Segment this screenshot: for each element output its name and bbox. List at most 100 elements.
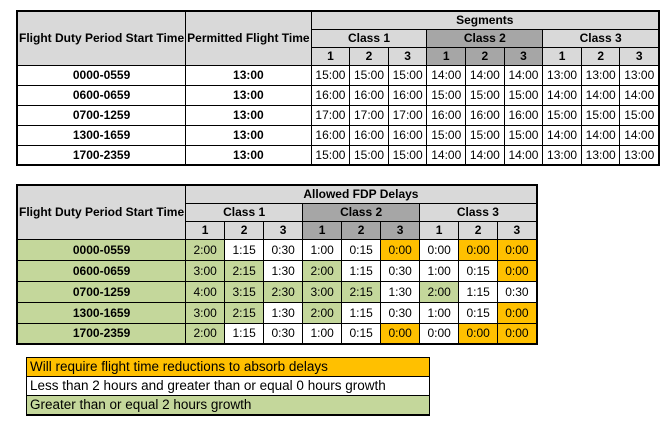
delay-cell: 0:00 (497, 238, 538, 261)
table-row: 0700-1259 13:00 17:00 17:00 17:00 16:00 … (16, 104, 660, 126)
legend-item-green: Greater than or equal 2 hours growth (26, 395, 430, 415)
delay-cell: 2:15 (341, 280, 382, 303)
delay-cell: 1:00 (302, 238, 343, 261)
delay-cell: 4:00 (185, 280, 226, 303)
delay-cell: 0:00 (497, 301, 538, 324)
flight-time-cell: 13:00 (619, 144, 660, 166)
delay-cell: 1:30 (380, 280, 421, 303)
segment-number-header: 1 (310, 46, 351, 66)
permitted-flight-time-header: Permitted Flight Time (185, 10, 312, 66)
flight-time-cell: 16:00 (349, 84, 389, 106)
segment-number-header: 3 (619, 46, 660, 66)
flight-time-cell: 16:00 (310, 124, 351, 146)
flight-time-cell: 13:00 (580, 64, 621, 86)
legend-item-orange: Will require flight time reductions to a… (26, 357, 430, 377)
flight-time-cell: 15:00 (542, 104, 582, 126)
segment-number-header: 1 (419, 220, 460, 240)
flight-time-cell: 16:00 (465, 104, 505, 126)
permitted-value: 13:00 (185, 144, 312, 166)
flight-time-cell: 16:00 (387, 124, 428, 146)
delay-cell: 0:00 (380, 238, 421, 261)
table-row: 1300-1659 3:00 2:15 1:30 2:00 1:15 0:30 … (16, 301, 538, 324)
delay-cell: 1:15 (458, 280, 499, 303)
flight-time-cell: 13:00 (542, 64, 582, 86)
segment-number-header: 2 (580, 46, 621, 66)
table-row: 1300-1659 13:00 16:00 16:00 16:00 15:00 … (16, 124, 660, 146)
flight-time-cell: 15:00 (387, 64, 428, 86)
legend: Will require flight time reductions to a… (26, 357, 430, 416)
flight-time-cell: 13:00 (619, 64, 660, 86)
delay-cell: 0:15 (458, 259, 499, 282)
flight-time-cell: 14:00 (426, 144, 467, 166)
flight-time-cell: 14:00 (465, 64, 505, 86)
flight-time-cell: 15:00 (580, 104, 621, 126)
delay-cell: 2:00 (185, 238, 226, 261)
segment-number-header: 1 (426, 46, 467, 66)
flight-time-cell: 15:00 (310, 64, 351, 86)
segment-number-header: 1 (542, 46, 582, 66)
page: Flight Duty Period Start Time Permitted … (16, 10, 660, 416)
flight-time-cell: 15:00 (426, 124, 467, 146)
delay-cell: 0:00 (497, 322, 538, 345)
delay-cell: 1:30 (263, 259, 304, 282)
segment-number-header: 1 (185, 220, 226, 240)
segment-number-header: 2 (224, 220, 265, 240)
class1-header: Class 1 (310, 28, 428, 48)
table-row: 0700-1259 4:00 3:15 2:30 3:00 2:15 1:30 … (16, 280, 538, 303)
delay-cell: 1:15 (341, 259, 382, 282)
class2-header: Class 2 (302, 202, 421, 222)
delay-cell: 3:15 (224, 280, 265, 303)
flight-time-cell: 15:00 (387, 144, 428, 166)
delay-cell: 0:30 (380, 259, 421, 282)
flight-time-cell: 14:00 (619, 124, 660, 146)
segment-number-header: 1 (302, 220, 343, 240)
flight-time-cell: 14:00 (465, 144, 505, 166)
segment-number-header: 3 (497, 220, 538, 240)
flight-time-cell: 15:00 (465, 84, 505, 106)
delay-cell: 1:30 (263, 301, 304, 324)
delay-cell: 1:00 (302, 322, 343, 345)
delay-cell: 0:15 (458, 301, 499, 324)
delay-cell: 2:00 (419, 280, 460, 303)
flight-time-cell: 15:00 (465, 124, 505, 146)
segment-number-header: 2 (349, 46, 389, 66)
permitted-value: 13:00 (185, 64, 312, 86)
flight-time-cell: 13:00 (542, 144, 582, 166)
row-label: 0600-0659 (16, 259, 187, 282)
permitted-value: 13:00 (185, 84, 312, 106)
table-row: 0600-0659 3:00 2:15 1:30 2:00 1:15 0:30 … (16, 259, 538, 282)
delay-cell: 0:00 (458, 322, 499, 345)
delay-cell: 3:00 (185, 301, 226, 324)
permitted-value: 13:00 (185, 124, 312, 146)
segments-header: Segments (310, 10, 660, 30)
delay-cell: 0:00 (419, 322, 460, 345)
class2-header: Class 2 (426, 28, 544, 48)
row-label: 1700-2359 (16, 322, 187, 345)
flight-time-cell: 16:00 (310, 84, 351, 106)
flight-time-cell: 16:00 (426, 104, 467, 126)
segment-number-header: 2 (458, 220, 499, 240)
table-row: 0600-0659 13:00 16:00 16:00 16:00 15:00 … (16, 84, 660, 106)
delay-cell: 3:00 (302, 280, 343, 303)
delay-cell: 3:00 (185, 259, 226, 282)
permitted-value: 13:00 (185, 104, 312, 126)
row-label: 1300-1659 (16, 301, 187, 324)
flight-time-cell: 14:00 (619, 84, 660, 106)
flight-time-cell: 16:00 (387, 84, 428, 106)
fdp-start-time-header: Flight Duty Period Start Time (16, 10, 187, 66)
flight-time-cell: 14:00 (503, 64, 544, 86)
delay-cell: 2:00 (185, 322, 226, 345)
row-label: 0700-1259 (16, 104, 187, 126)
row-label: 0600-0659 (16, 84, 187, 106)
delay-cell: 1:15 (224, 322, 265, 345)
table-row: 0000-0559 2:00 1:15 0:30 1:00 0:15 0:00 … (16, 238, 538, 261)
row-label: 0700-1259 (16, 280, 187, 303)
delay-cell: 0:15 (341, 238, 382, 261)
allowed-fdp-delays-table: Flight Duty Period Start Time Allowed FD… (16, 184, 538, 345)
class3-header: Class 3 (419, 202, 538, 222)
class1-header: Class 1 (185, 202, 304, 222)
flight-time-cell: 15:00 (349, 144, 389, 166)
flight-time-cell: 15:00 (349, 64, 389, 86)
flight-time-cell: 17:00 (310, 104, 351, 126)
delay-cell: 0:00 (497, 259, 538, 282)
